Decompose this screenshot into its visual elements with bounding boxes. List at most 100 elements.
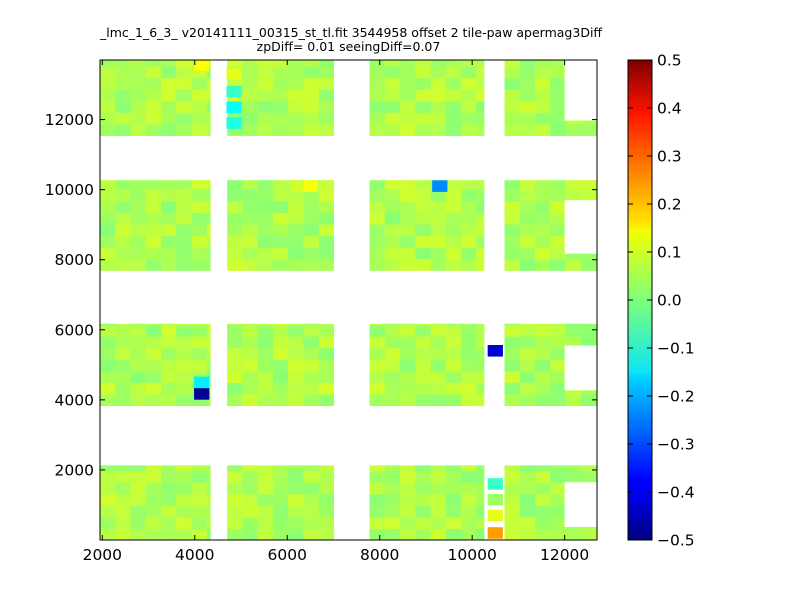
heatmap-cell bbox=[519, 60, 536, 67]
heatmap-cell bbox=[115, 359, 132, 372]
heatmap-cell bbox=[145, 60, 162, 67]
heatmap-cell bbox=[476, 247, 485, 260]
heatmap-cell bbox=[161, 505, 177, 518]
heatmap-cell bbox=[191, 112, 208, 125]
heatmap-cell bbox=[430, 470, 447, 483]
heatmap-cell bbox=[288, 370, 305, 383]
heatmap-cell bbox=[445, 323, 462, 326]
heatmap-cell bbox=[100, 336, 116, 349]
heatmap-cell bbox=[227, 247, 243, 260]
heatmap-cell bbox=[227, 223, 243, 237]
heatmap-cell bbox=[303, 336, 320, 349]
heatmap-cell bbox=[206, 347, 211, 360]
heatmap-cell bbox=[176, 465, 193, 472]
heatmap-cell bbox=[242, 324, 259, 337]
heatmap-cell bbox=[145, 324, 162, 337]
heatmap-cell bbox=[288, 189, 305, 202]
heatmap-cell bbox=[430, 258, 447, 271]
heatmap-cell bbox=[130, 393, 147, 407]
heatmap-cell bbox=[272, 370, 289, 383]
heatmap-cell bbox=[242, 123, 259, 136]
heatmap-cell bbox=[535, 223, 551, 237]
heatmap-cell bbox=[115, 223, 132, 237]
heatmap-cell bbox=[535, 200, 551, 214]
heatmap-cell bbox=[415, 359, 432, 372]
heatmap-cell bbox=[461, 516, 477, 530]
heatmap-cell bbox=[145, 482, 162, 495]
heatmap-cell bbox=[318, 112, 335, 125]
heatmap-cell bbox=[535, 382, 551, 395]
heatmap-cell bbox=[115, 235, 132, 248]
heatmap-cell bbox=[100, 247, 116, 260]
heatmap-cell bbox=[504, 336, 521, 349]
heatmap-cell bbox=[130, 336, 147, 349]
heatmap-cell bbox=[318, 323, 335, 326]
heatmap-cell bbox=[191, 323, 208, 326]
heatmap-cell bbox=[130, 493, 147, 506]
heatmap-cell bbox=[384, 223, 401, 237]
heatmap-cell bbox=[318, 336, 335, 349]
heatmap-cell bbox=[369, 370, 386, 383]
heatmap-cell bbox=[100, 112, 116, 125]
heatmap-cell bbox=[504, 212, 521, 225]
heatmap-cell bbox=[519, 482, 536, 495]
heatmap-cell bbox=[176, 200, 193, 214]
heatmap-cell bbox=[369, 323, 386, 326]
heatmap-cell bbox=[415, 336, 432, 349]
heatmap-cell bbox=[288, 235, 305, 248]
heatmap-cell bbox=[191, 482, 208, 495]
heatmap-cell bbox=[100, 382, 116, 395]
heatmap-cell bbox=[100, 180, 116, 190]
heatmap-cell bbox=[445, 505, 462, 518]
heatmap-cell bbox=[415, 65, 432, 79]
heatmap-cell bbox=[445, 89, 462, 102]
heatmap-cell bbox=[445, 200, 462, 214]
heatmap-cell bbox=[384, 382, 401, 395]
heatmap-cell bbox=[303, 347, 320, 360]
heatmap-cell bbox=[369, 65, 386, 79]
heatmap-cell bbox=[445, 359, 462, 372]
heatmap-cell bbox=[100, 465, 116, 472]
heatmap-cell bbox=[206, 223, 211, 237]
heatmap-cell bbox=[242, 112, 259, 125]
heatmap-cell bbox=[100, 528, 116, 540]
heatmap-cell bbox=[445, 123, 462, 136]
heatmap-cell bbox=[504, 324, 521, 337]
heatmap-cell bbox=[145, 200, 162, 214]
heatmap-cell bbox=[130, 528, 147, 540]
heatmap-cell bbox=[504, 89, 521, 102]
heatmap-cell bbox=[535, 505, 551, 518]
heatmap-cell bbox=[550, 258, 567, 271]
heatmap-cell bbox=[272, 393, 289, 407]
heatmap-cell bbox=[227, 393, 243, 407]
heatmap-cell bbox=[535, 528, 551, 540]
heatmap-cell bbox=[206, 482, 211, 495]
heatmap-cell bbox=[415, 123, 432, 136]
colorbar-tick-label: 0.0 bbox=[657, 292, 682, 310]
heatmap-cell bbox=[288, 359, 305, 372]
heatmap-cell bbox=[130, 505, 147, 518]
heatmap-cell bbox=[430, 465, 447, 472]
heatmap-cell bbox=[115, 470, 132, 483]
heatmap-cell bbox=[227, 258, 243, 271]
heatmap-cell bbox=[565, 123, 582, 136]
heatmap-cell bbox=[227, 359, 243, 372]
heatmap-cell bbox=[384, 112, 401, 125]
heatmap-cell bbox=[227, 465, 243, 472]
heatmap-cell bbox=[318, 100, 335, 113]
heatmap-cell bbox=[257, 347, 274, 360]
heatmap-cell bbox=[504, 370, 521, 383]
heatmap-cell bbox=[415, 370, 432, 383]
heatmap-cell bbox=[535, 123, 551, 136]
heatmap-cell bbox=[303, 60, 320, 67]
heatmap-cell bbox=[476, 258, 485, 271]
heatmap-cell bbox=[415, 247, 432, 260]
heatmap-cell bbox=[100, 393, 116, 407]
heatmap-cell bbox=[288, 465, 305, 472]
heatmap-cell bbox=[100, 60, 116, 67]
heatmap-cell bbox=[318, 223, 335, 237]
heatmap-cell bbox=[161, 258, 177, 271]
heatmap-cell bbox=[384, 258, 401, 271]
heatmap-cell bbox=[303, 223, 320, 237]
heatmap-cell bbox=[535, 77, 551, 90]
